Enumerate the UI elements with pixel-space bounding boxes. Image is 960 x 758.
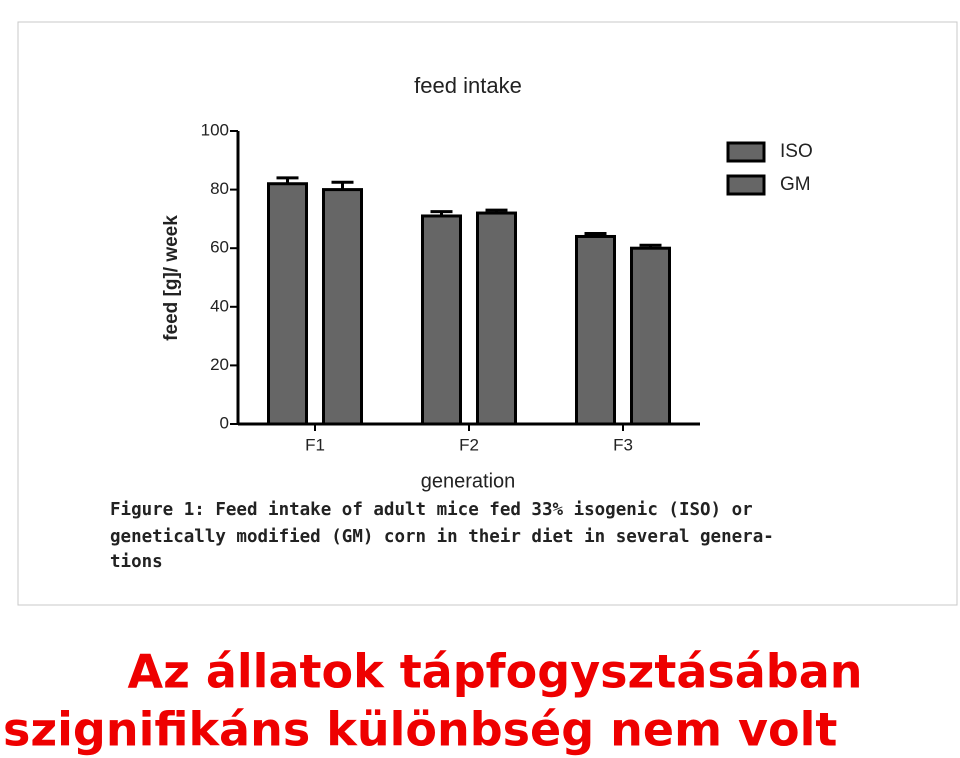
x-tick-label: F1 [305,435,325,454]
bar [575,234,616,426]
y-axis-label: feed [g]/ week [161,215,182,341]
y-tick-label: 20 [210,355,229,374]
bar [476,211,517,426]
y-tick-label: 60 [210,238,229,257]
legend-swatch [726,141,766,163]
x-axis-label: generation [421,470,516,492]
y-tick-label: 100 [201,120,229,139]
legend-label: GM [780,174,811,195]
chart-title: feed intake [414,73,522,98]
x-tick-label: F2 [459,435,479,454]
caption-line: Figure 1: Feed intake of adult mice fed … [110,500,753,520]
y-tick-label: 80 [210,179,229,198]
y-tick-label: 40 [210,296,229,315]
caption-line: genetically modified (GM) corn in their … [110,527,774,547]
bar [421,214,462,426]
y-tick-label: 0 [220,413,229,432]
x-tick-label: F3 [613,435,633,454]
legend-label: ISO [780,141,813,162]
bar [322,188,363,426]
slide-text: szignifikáns különbség nem volt [3,703,837,757]
legend-swatch [726,174,766,196]
caption-line: tions [110,552,163,572]
bar [267,182,308,426]
slide-text: Az állatok tápfogysztásában [127,645,862,699]
bar [630,246,671,426]
